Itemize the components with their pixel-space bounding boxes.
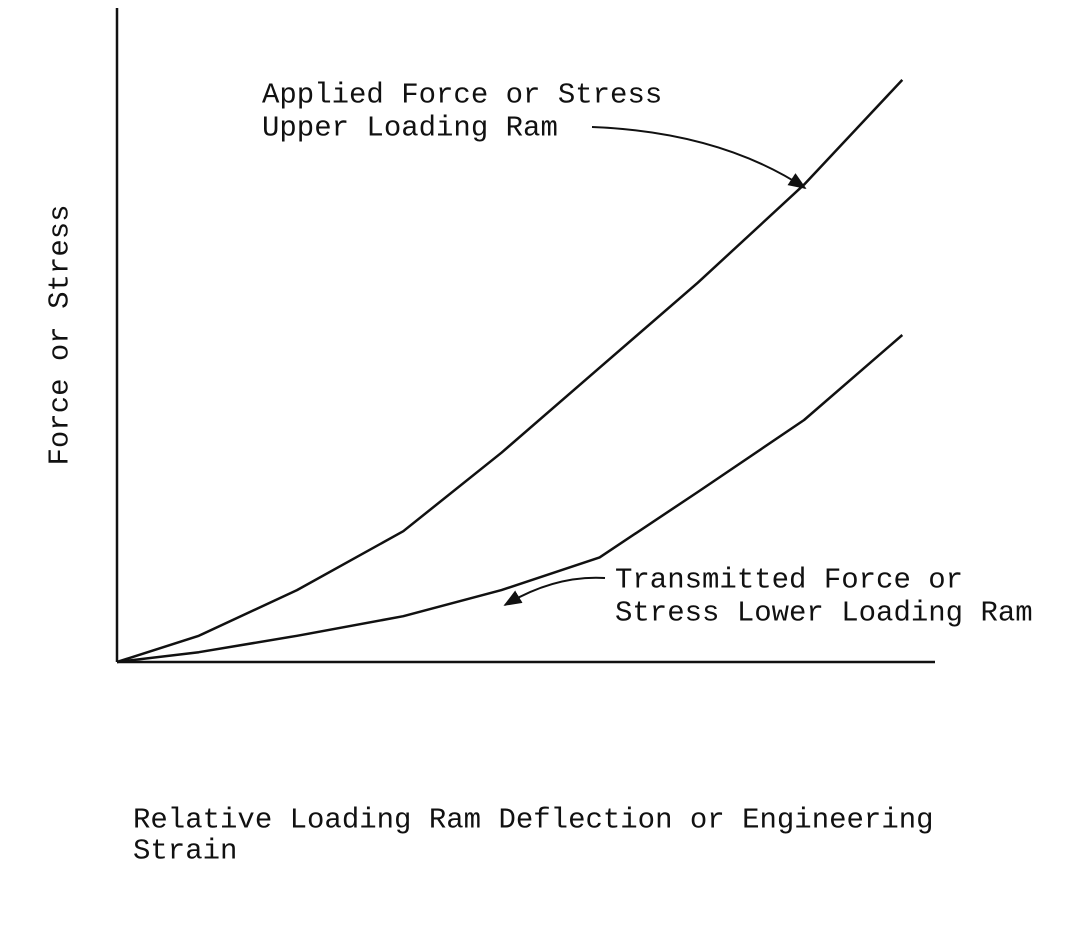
annotation: Stress Lower Loading Ram: [615, 597, 1033, 630]
x-axis-label: Relative Loading Ram Deflection or Engin…: [133, 804, 934, 837]
y-axis-label: Force or Stress: [44, 204, 77, 465]
annotation: Applied Force or Stress: [262, 79, 662, 112]
x-axis-label: Strain: [133, 835, 237, 868]
annotation-arrow: [591, 126, 807, 189]
annotation: Transmitted Force or: [615, 564, 963, 597]
annotation: Upper Loading Ram: [262, 112, 558, 145]
curve: [116, 79, 904, 664]
annotation-arrow: [503, 576, 606, 606]
curve: [116, 334, 904, 664]
